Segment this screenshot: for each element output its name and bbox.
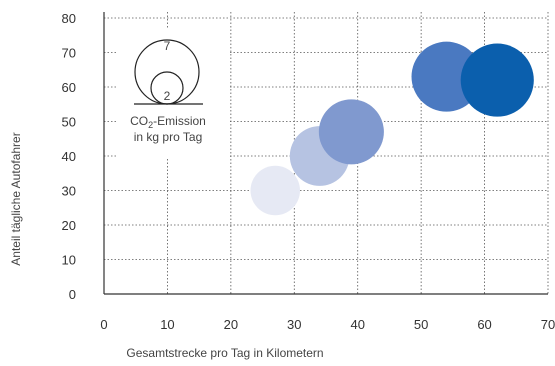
x-tick-label: 40 (350, 317, 364, 332)
legend-caption-line2: in kg pro Tag (134, 130, 203, 144)
bubbles (250, 41, 534, 216)
y-tick-label: 20 (62, 218, 76, 233)
y-tick-label: 50 (62, 115, 76, 130)
legend-label-large: 7 (164, 39, 171, 53)
y-tick-label: 40 (62, 149, 76, 164)
y-tick-label: 30 (62, 184, 76, 199)
x-tick-label: 0 (100, 317, 107, 332)
y-tick-label: 0 (69, 287, 76, 302)
x-tick-label: 60 (477, 317, 491, 332)
legend-caption-sub: 2 (148, 120, 153, 130)
y-tick-labels: 0 10 20 30 40 50 60 70 80 (62, 11, 76, 302)
x-tick-label: 10 (160, 317, 174, 332)
legend-caption-line1: CO2-Emission (130, 114, 206, 130)
y-tick-label: 80 (62, 11, 76, 26)
x-tick-label: 70 (541, 317, 555, 332)
bubble (318, 99, 384, 165)
x-axis-label: Gesamtstrecke pro Tag in Kilometern (126, 346, 323, 360)
legend: 7 2 CO2-Emission in kg pro Tag (116, 28, 228, 158)
y-tick-label: 10 (62, 253, 76, 268)
x-tick-label: 50 (414, 317, 428, 332)
legend-label-small: 2 (164, 89, 171, 103)
legend-box (116, 28, 228, 158)
y-tick-label: 70 (62, 46, 76, 61)
x-tick-label: 30 (287, 317, 301, 332)
y-tick-label: 60 (62, 80, 76, 95)
legend-caption-co: CO (130, 114, 148, 128)
legend-caption-rest: -Emission (153, 114, 206, 128)
x-tick-label: 20 (224, 317, 238, 332)
bubble (250, 165, 301, 216)
x-tick-labels: 0 10 20 30 40 50 60 70 (100, 317, 555, 332)
axes (103, 12, 548, 295)
bubble (460, 43, 534, 117)
y-axis-label: Anteil tägliche Autofahrer (9, 132, 23, 265)
